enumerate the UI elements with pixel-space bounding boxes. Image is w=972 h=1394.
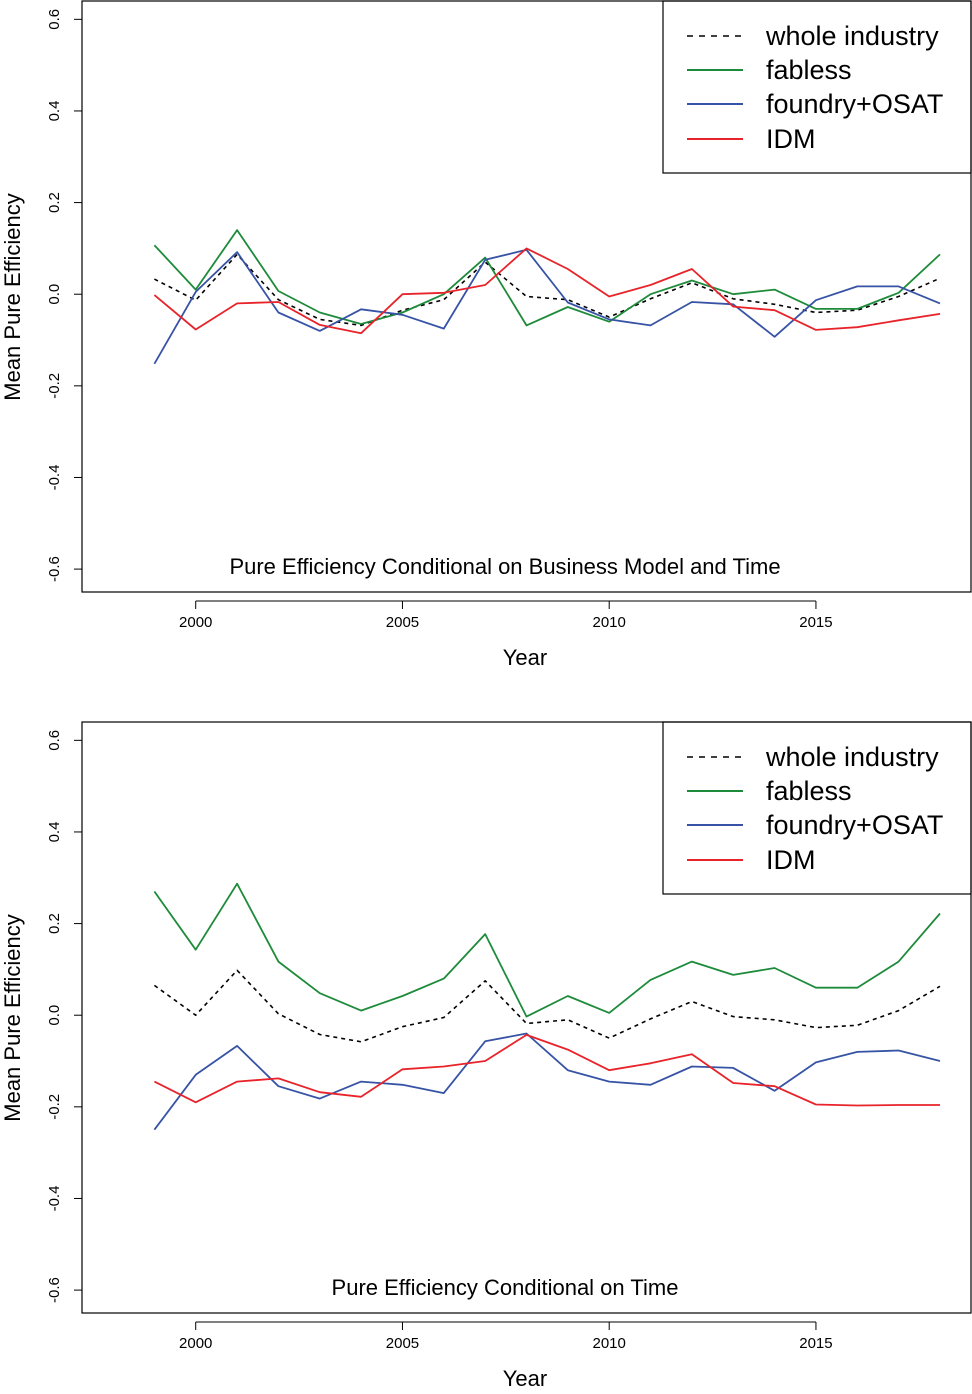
y-axis-label: Mean Pure Efficiency	[0, 193, 25, 400]
legend-label-fabless: fabless	[766, 776, 852, 806]
x-tick-label: 2015	[799, 1335, 832, 1352]
series-line-foundry-osat	[153, 1032, 941, 1131]
y-tick-label: -0.4	[46, 1186, 63, 1212]
y-axis-label: Mean Pure Efficiency	[0, 914, 25, 1121]
x-tick-label: 2010	[593, 614, 626, 631]
chart-panel-2: 2000 2005 2010 2015 -0.6 -0.4 -0.2 0.0 0.2 0.4 0.…	[0, 721, 972, 1391]
series-line-fabless	[153, 229, 941, 327]
y-tick-label: 0.0	[46, 1005, 63, 1026]
series-layer	[153, 229, 941, 365]
legend-box	[662, 721, 972, 895]
x-axis-label: Year	[503, 645, 547, 670]
series-line-foundry-osat	[153, 248, 941, 365]
x-axis-label: Year	[503, 1366, 547, 1391]
x-tick-label: 2005	[386, 1335, 419, 1352]
y-tick-label: 0.6	[46, 9, 63, 30]
y-tick-label: 0.0	[46, 284, 63, 305]
series-line-idm	[153, 247, 941, 335]
legend-label-whole-industry: whole industry	[765, 742, 939, 772]
y-tick-label: 0.6	[46, 730, 63, 751]
series-line-fabless	[153, 882, 941, 1018]
legend-label-idm: IDM	[766, 845, 816, 875]
y-tick-label: -0.4	[46, 465, 63, 491]
legend-label-foundry-osat: foundry+OSAT	[766, 89, 943, 119]
x-tick-label: 2005	[386, 614, 419, 631]
series-line-whole-industry	[154, 253, 941, 327]
series-line-idm	[153, 1034, 940, 1107]
y-tick-label: -0.6	[46, 1277, 63, 1303]
legend-label-fabless: fabless	[766, 55, 852, 85]
legend: whole industry fabless foundry+OSAT IDM	[662, 721, 972, 895]
series-line-whole-industry	[153, 969, 941, 1043]
x-tick-label: 2010	[593, 1335, 626, 1352]
legend-label-idm: IDM	[766, 124, 816, 154]
x-tick-label: 2000	[179, 614, 212, 631]
x-axis: 2000 2005 2010 2015	[179, 600, 833, 631]
legend-box	[662, 0, 972, 174]
x-tick-label: 2000	[179, 1335, 212, 1352]
chart-title: Pure Efficiency Conditional on Time	[332, 1275, 679, 1300]
legend: whole industry fabless foundry+OSAT IDM	[662, 0, 972, 174]
y-tick-label: 0.2	[46, 913, 63, 934]
y-axis: -0.6 -0.4 -0.2 0.0 0.2 0.4 0.6	[46, 730, 83, 1303]
legend-label-foundry-osat: foundry+OSAT	[766, 810, 943, 840]
legend-label-whole-industry: whole industry	[765, 21, 939, 51]
y-tick-label: 0.4	[46, 822, 63, 843]
x-tick-label: 2015	[799, 614, 832, 631]
y-tick-label: 0.2	[46, 192, 63, 213]
y-tick-label: -0.2	[46, 373, 63, 399]
y-tick-label: -0.2	[46, 1094, 63, 1120]
series-layer	[153, 882, 941, 1131]
y-axis: -0.6 -0.4 -0.2 0.0 0.2 0.4 0.6	[46, 9, 83, 582]
x-axis: 2000 2005 2010 2015	[179, 1321, 833, 1352]
y-tick-label: 0.4	[46, 101, 63, 122]
chart-title: Pure Efficiency Conditional on Business …	[229, 554, 780, 579]
chart-panel-1: 2000 2005 2010 2015 -0.6 -0.4 -0.2 0.0 0.2 0.4 0.…	[0, 0, 972, 670]
y-tick-label: -0.6	[46, 556, 63, 582]
